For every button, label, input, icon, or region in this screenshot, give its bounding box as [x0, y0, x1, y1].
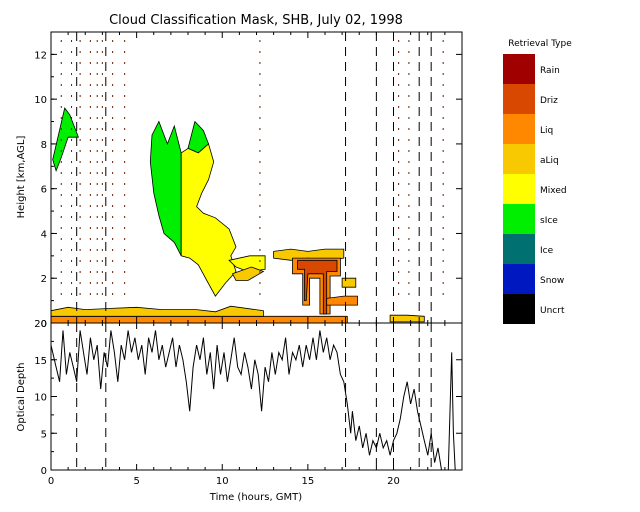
optical-depth-axis-label: Optical Depth	[16, 363, 27, 432]
legend-label-snow: Snow	[540, 276, 564, 286]
legend-title: Retrieval Type	[508, 39, 572, 49]
y-tick-label: 10	[34, 95, 47, 106]
y-tick-label: 2	[41, 274, 47, 285]
y-tick-label: 5	[41, 429, 47, 440]
x-tick-label: 15	[302, 476, 315, 487]
y-tick-label: 8	[41, 140, 47, 151]
y-tick-label: 20	[34, 319, 47, 330]
legend-swatch-mixed	[503, 174, 535, 204]
x-tick-label: 20	[387, 476, 400, 487]
y-tick-label: 15	[34, 356, 47, 367]
cloud-region-mixed	[180, 143, 237, 297]
y-tick-label: 12	[34, 50, 47, 61]
y-tick-label: 4	[41, 229, 47, 240]
cloud-region-sice	[149, 120, 182, 256]
time-axis-label: Time (hours, GMT)	[209, 492, 303, 503]
cloud-region-sice	[52, 107, 79, 173]
legend-swatch-sice	[503, 204, 535, 234]
legend-label-sice: sIce	[540, 216, 558, 226]
optical-depth-line	[50, 330, 456, 471]
legend-label-mixed: Mixed	[540, 186, 567, 196]
cloud-region-aliq	[50, 305, 264, 317]
legend-label-rain: Rain	[540, 66, 560, 76]
cloud-region-aliq	[231, 266, 265, 281]
cloud-region-aliq	[273, 248, 345, 261]
legend-swatch-rain	[503, 54, 535, 84]
cloud-region-mixed	[228, 255, 266, 272]
panel-frame	[50, 322, 463, 471]
legend-label-driz: Driz	[540, 96, 558, 106]
legend-swatch-uncrt	[503, 294, 535, 324]
height-axis-label: Height [km,AGL]	[16, 136, 27, 219]
x-tick-label: 0	[48, 476, 54, 487]
legend-label-liq: Liq	[540, 126, 553, 136]
y-tick-label: 0	[41, 319, 47, 330]
legend: Retrieval Type Rain Driz Liq aLiq Mixed sIce I…	[503, 39, 572, 324]
cloud-region-liq	[326, 295, 358, 306]
cloud-region-driz	[297, 259, 338, 315]
y-tick-label: 10	[34, 393, 47, 404]
y-tick-label: 0	[41, 466, 47, 477]
cloud-region-aliq	[389, 314, 425, 323]
legend-label-aliq: aLiq	[540, 156, 559, 166]
legend-swatch-driz	[503, 84, 535, 114]
legend-swatch-snow	[503, 264, 535, 294]
x-tick-label: 10	[216, 476, 229, 487]
mask-panel: 0 2 4 6 8 10 12	[34, 31, 463, 330]
x-tick-label: 5	[133, 476, 139, 487]
legend-swatch-ice	[503, 234, 535, 264]
legend-swatch-aliq	[503, 144, 535, 174]
chart-title: Cloud Classification Mask, SHB, July 02,…	[109, 13, 403, 28]
cloud-region-aliq	[341, 277, 357, 288]
y-tick-label: 6	[41, 185, 47, 196]
cloud-region-liq	[50, 315, 348, 324]
panel-frame	[50, 31, 463, 324]
legend-swatch-liq	[503, 114, 535, 144]
legend-label-ice: Ice	[540, 246, 554, 256]
legend-label-uncrt: Uncrt	[540, 306, 565, 316]
